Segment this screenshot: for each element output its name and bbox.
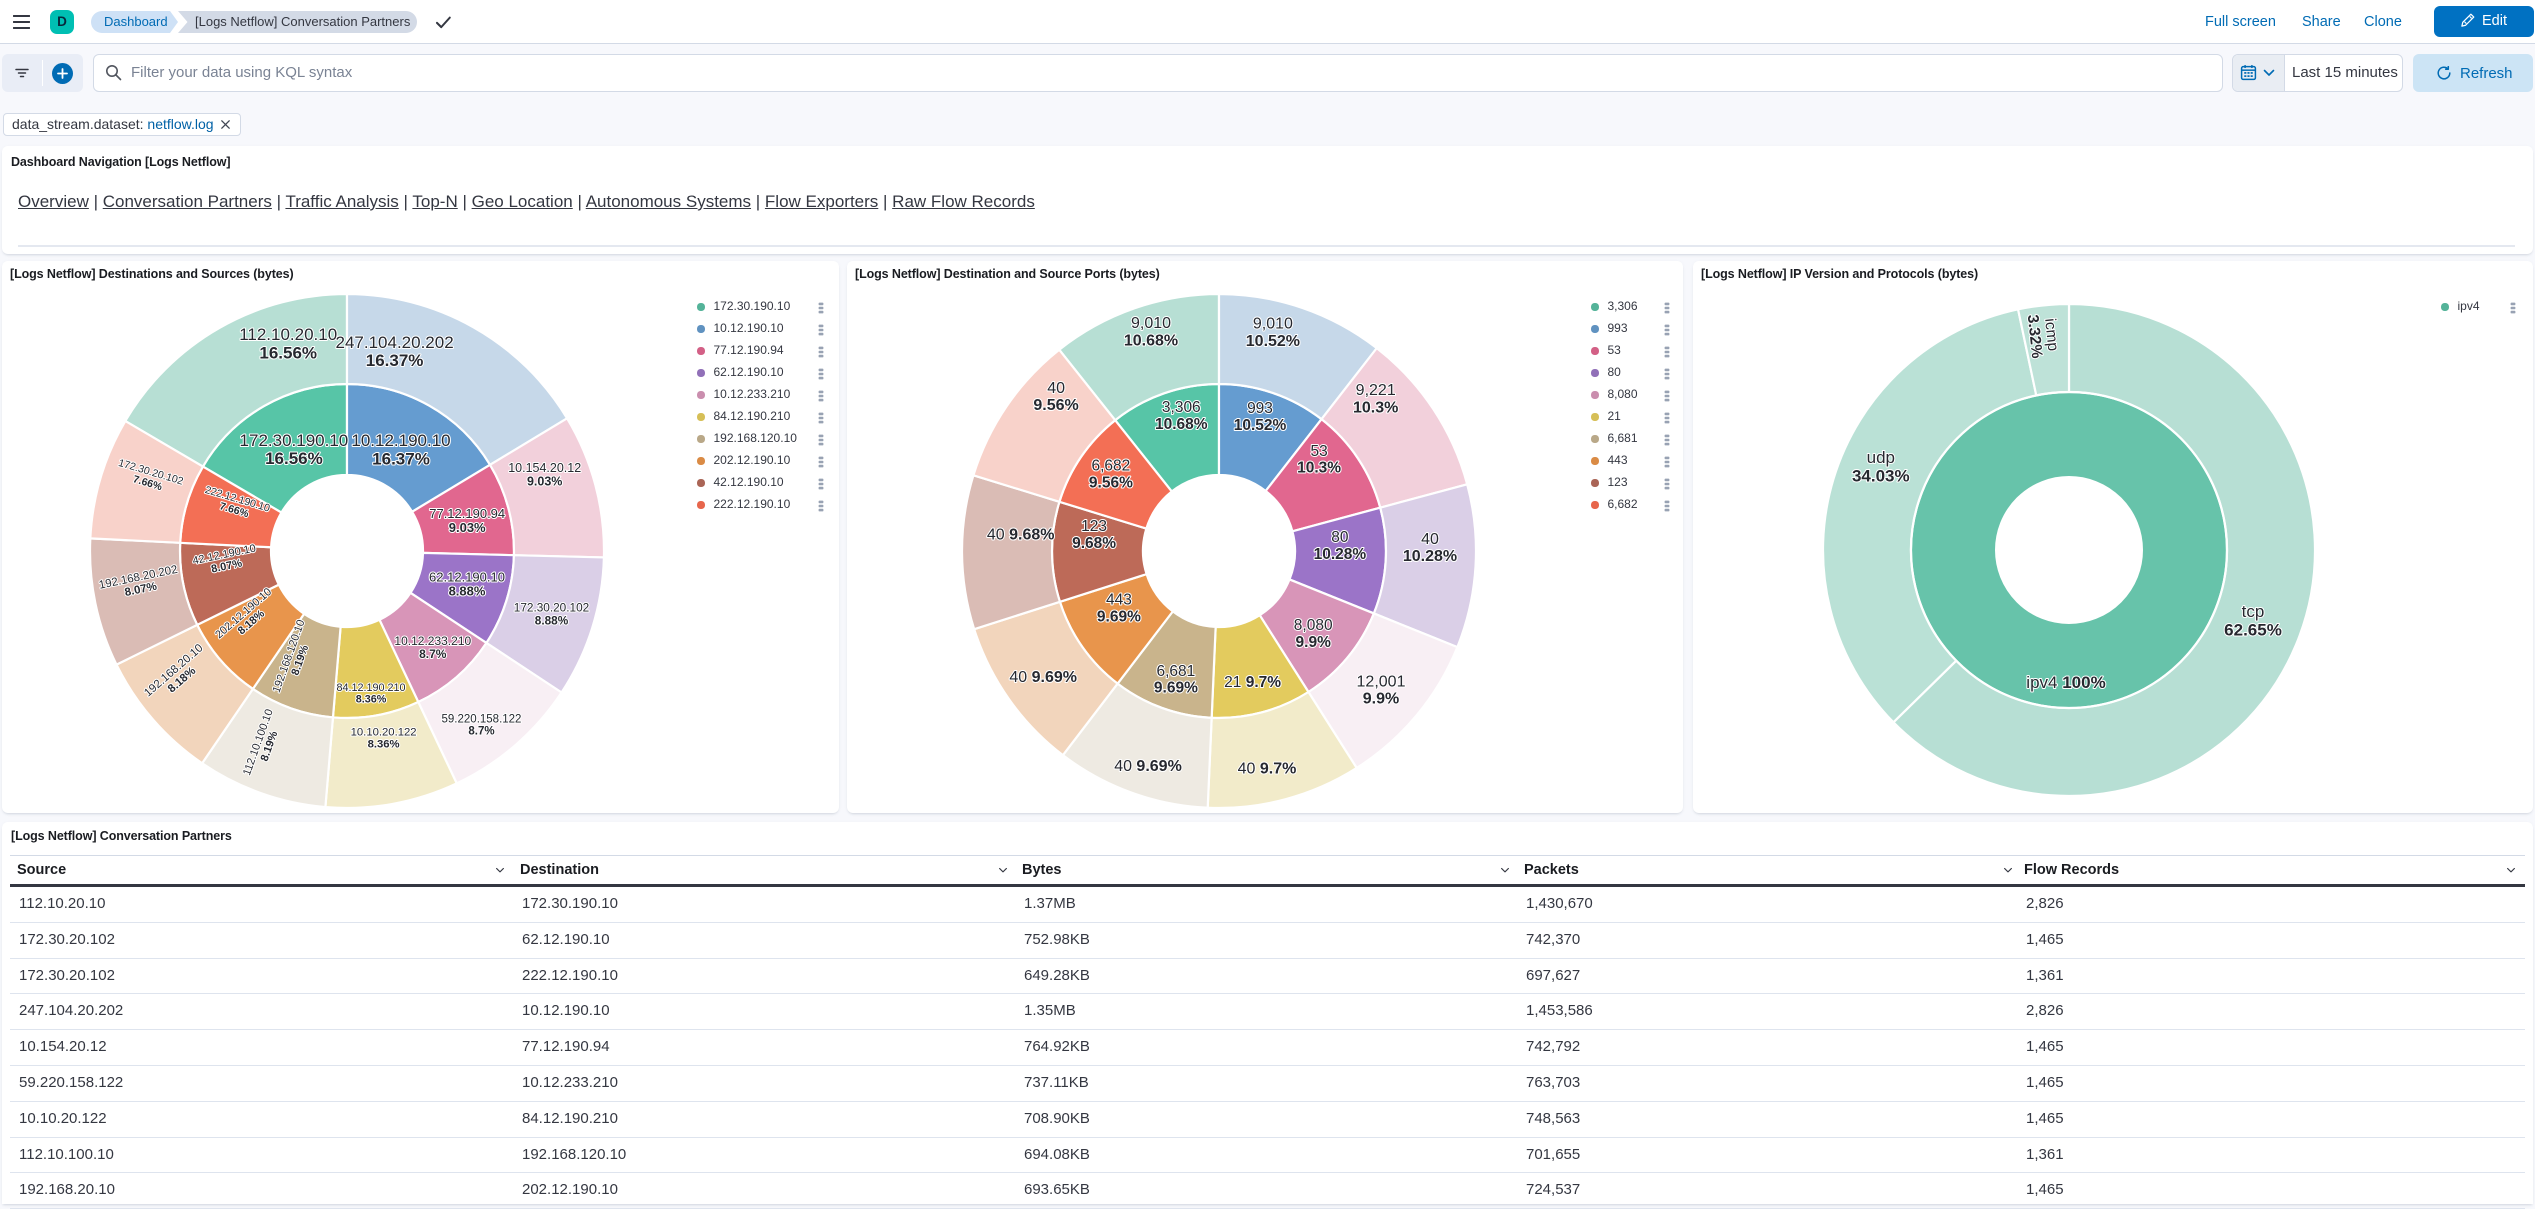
svg-text:16.37%: 16.37%	[372, 450, 430, 469]
svg-text:80: 80	[1331, 529, 1349, 546]
svg-text:40: 40	[1421, 531, 1439, 548]
svg-text:9.56%: 9.56%	[1033, 397, 1078, 414]
svg-text:10.52%: 10.52%	[1234, 417, 1287, 434]
svg-text:84.12.190.210: 84.12.190.210	[336, 682, 405, 694]
svg-text:10.12.233.210: 10.12.233.210	[394, 634, 471, 648]
svg-text:40 9.7%: 40 9.7%	[1238, 760, 1297, 777]
svg-text:16.37%: 16.37%	[366, 351, 424, 370]
svg-text:443: 443	[1106, 592, 1132, 609]
svg-text:8,080: 8,080	[1294, 617, 1333, 634]
svg-text:9,010: 9,010	[1253, 316, 1293, 333]
svg-text:77.12.190.94: 77.12.190.94	[429, 506, 505, 521]
svg-text:9.03%: 9.03%	[449, 520, 486, 535]
svg-text:6,681: 6,681	[1157, 663, 1196, 680]
svg-text:ipv4 100%: ipv4 100%	[2026, 673, 2105, 692]
svg-text:12,001: 12,001	[1357, 673, 1406, 690]
svg-text:9.69%: 9.69%	[1097, 608, 1141, 625]
svg-text:9.9%: 9.9%	[1296, 634, 1332, 651]
svg-text:8.36%: 8.36%	[356, 694, 387, 706]
svg-text:10.3%: 10.3%	[1297, 460, 1341, 477]
svg-text:9.03%: 9.03%	[527, 475, 562, 489]
svg-text:112.10.20.10: 112.10.20.10	[239, 325, 337, 344]
svg-text:10.28%: 10.28%	[1314, 546, 1367, 563]
svg-text:16.56%: 16.56%	[259, 343, 317, 362]
svg-text:10.68%: 10.68%	[1155, 416, 1208, 433]
svg-text:10.10.20.122: 10.10.20.122	[351, 726, 417, 738]
svg-text:8.88%: 8.88%	[449, 584, 486, 599]
svg-text:udp: udp	[1866, 448, 1894, 467]
svg-text:172.30.20.102: 172.30.20.102	[514, 601, 589, 615]
svg-text:8.7%: 8.7%	[468, 726, 494, 738]
svg-text:3.32%: 3.32%	[2023, 314, 2045, 360]
svg-text:993: 993	[1247, 400, 1273, 417]
svg-text:10.52%: 10.52%	[1246, 333, 1300, 350]
svg-text:9.9%: 9.9%	[1363, 691, 1399, 708]
svg-text:172.30.190.10: 172.30.190.10	[240, 431, 349, 450]
svg-text:9.68%: 9.68%	[1072, 535, 1116, 552]
svg-text:123: 123	[1081, 518, 1107, 535]
svg-text:9,221: 9,221	[1356, 382, 1396, 399]
svg-text:9.69%: 9.69%	[1154, 680, 1198, 697]
svg-text:16.56%: 16.56%	[265, 449, 323, 468]
svg-text:6,682: 6,682	[1092, 458, 1131, 475]
svg-text:10.28%: 10.28%	[1403, 548, 1457, 565]
svg-text:tcp: tcp	[2241, 602, 2264, 621]
svg-text:10.68%: 10.68%	[1124, 333, 1178, 350]
svg-text:10.12.190.10: 10.12.190.10	[351, 431, 450, 450]
svg-text:247.104.20.202: 247.104.20.202	[336, 333, 454, 352]
svg-text:3,306: 3,306	[1162, 399, 1201, 416]
svg-text:9.56%: 9.56%	[1089, 474, 1133, 491]
svg-text:34.03%: 34.03%	[1851, 466, 1909, 485]
svg-text:21 9.7%: 21 9.7%	[1224, 674, 1281, 691]
svg-text:10.3%: 10.3%	[1353, 399, 1398, 416]
svg-text:40 9.68%: 40 9.68%	[987, 527, 1055, 544]
svg-text:icmp: icmp	[2041, 318, 2061, 352]
svg-text:8.7%: 8.7%	[419, 647, 447, 661]
svg-text:40: 40	[1047, 380, 1065, 397]
svg-text:10.154.20.12: 10.154.20.12	[508, 461, 581, 475]
svg-text:53: 53	[1310, 443, 1327, 460]
svg-text:8.88%: 8.88%	[535, 613, 569, 627]
svg-text:40 9.69%: 40 9.69%	[1009, 669, 1077, 686]
svg-text:40 9.69%: 40 9.69%	[1114, 758, 1182, 775]
svg-text:59.220.158.122: 59.220.158.122	[442, 713, 522, 725]
svg-text:9,010: 9,010	[1131, 315, 1171, 332]
svg-text:62.65%: 62.65%	[2224, 620, 2282, 639]
svg-text:62.12.190.10: 62.12.190.10	[429, 570, 505, 585]
svg-text:8.36%: 8.36%	[368, 739, 400, 751]
